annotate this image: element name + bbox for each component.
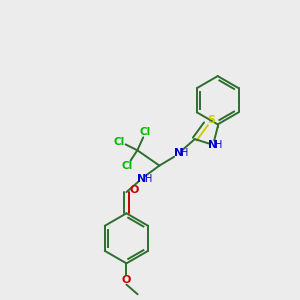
Text: N: N: [137, 174, 146, 184]
Text: Cl: Cl: [122, 161, 133, 172]
Text: N: N: [208, 140, 217, 150]
Text: O: O: [122, 274, 131, 285]
Text: Cl: Cl: [140, 127, 151, 137]
Text: N: N: [174, 148, 183, 158]
Text: S: S: [207, 115, 215, 125]
Text: H: H: [145, 174, 152, 184]
Text: H: H: [215, 140, 223, 150]
Text: O: O: [129, 185, 139, 195]
Text: H: H: [182, 148, 189, 158]
Text: Cl: Cl: [113, 137, 125, 147]
